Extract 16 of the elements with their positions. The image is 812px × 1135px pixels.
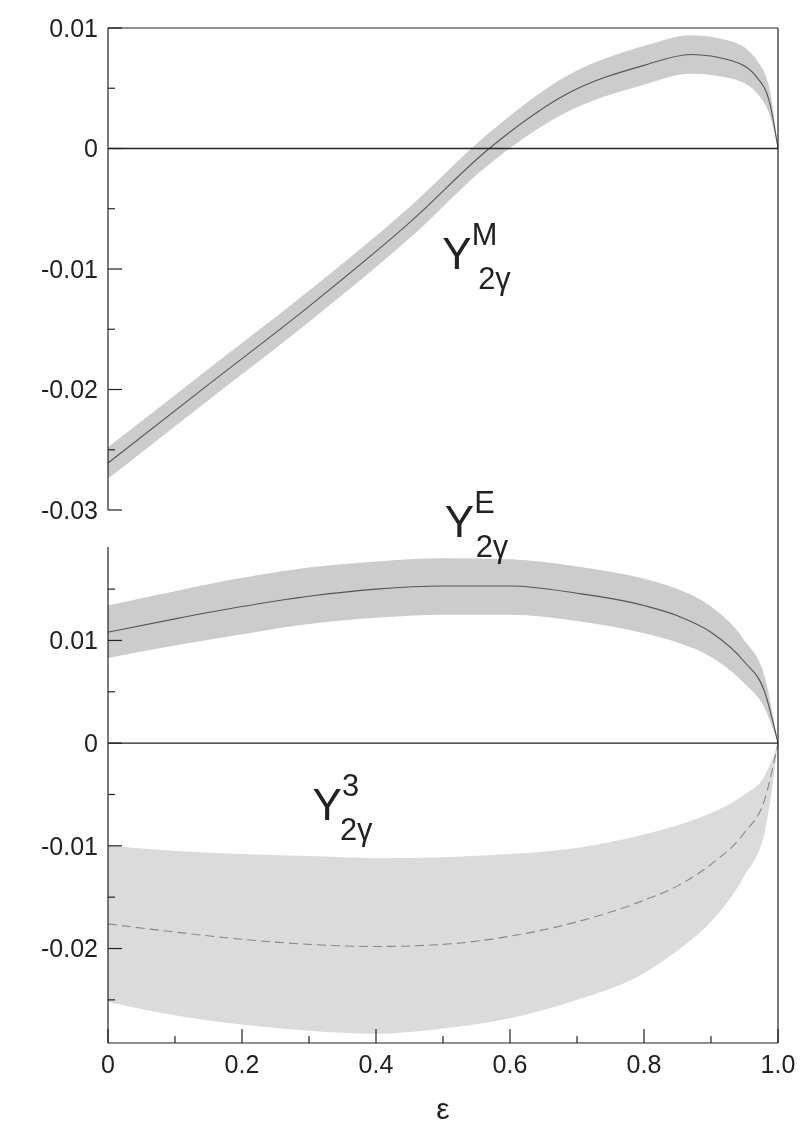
y-tick-label: -0.03 [41,495,98,524]
y-tick-label: 0 [84,728,98,757]
y-tick-label: -0.02 [41,375,98,404]
x-tick-label: 0.4 [358,1050,394,1078]
y-tick-label: -0.02 [41,934,98,963]
x-tick-label: 0.8 [626,1050,662,1078]
y-tick-label: -0.01 [41,254,98,283]
y-tick-label: 0 [84,134,98,163]
x-tick-label: 0.6 [492,1050,528,1078]
y-tick-label: -0.01 [41,831,98,860]
x-tick-label: 0.2 [224,1050,260,1078]
y-tick-label: 0.01 [49,626,98,655]
y-tick-label: 0.01 [49,13,98,42]
x-axis-title: ε [436,1092,450,1125]
x-tick-label: 0 [101,1050,115,1078]
x-tick-label: 1.0 [760,1050,796,1078]
